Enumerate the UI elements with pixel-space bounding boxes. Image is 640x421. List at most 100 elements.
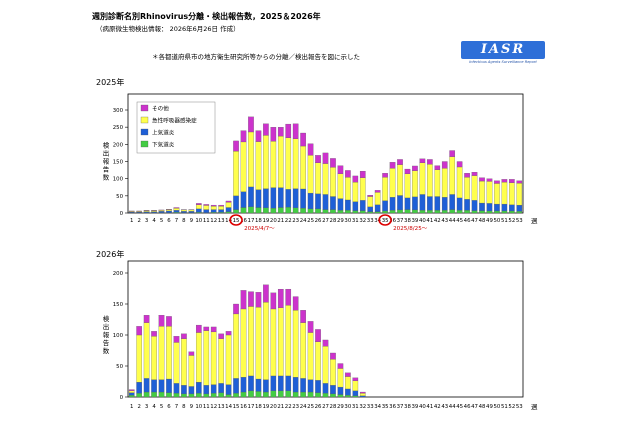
chart2-xtick-label: 35 — [382, 404, 389, 410]
chart1-bar-segment — [240, 141, 247, 192]
chart1-bar-segment — [359, 170, 366, 178]
chart1-xtick-label: 21 — [277, 218, 284, 224]
chart2-bar-segment — [255, 306, 262, 380]
chart1-bar-segment — [494, 203, 500, 212]
chart2-bar-segment — [181, 338, 187, 386]
chart1-legend-swatch — [140, 116, 149, 124]
chart1-bar-segment — [263, 188, 269, 208]
chart1-bar-segment — [195, 203, 202, 205]
chart2-bar-segment — [128, 389, 135, 391]
chart2-xtick-label: 12 — [210, 404, 217, 410]
chart1-bar-segment — [494, 180, 500, 184]
chart2-bar-segment — [181, 385, 187, 395]
chart1-bar-segment — [218, 206, 224, 210]
chart1-bar-segment — [501, 203, 508, 212]
chart2-ytick-label: 0 — [120, 395, 124, 401]
chart1-bar-segment — [412, 209, 418, 214]
chart1-xtick-label: 3 — [145, 218, 148, 224]
chart2-xtick-label: 39 — [412, 404, 419, 410]
chart1-bar-segment — [345, 177, 351, 201]
chart2-bar-segment — [330, 385, 336, 395]
chart2-xtick-label: 5 — [160, 404, 163, 410]
chart1-bar-segment — [382, 210, 388, 214]
chart2-bar-segment — [315, 380, 321, 393]
chart1-bar-segment — [404, 197, 411, 210]
chart1-xtick-label: 47 — [471, 218, 478, 224]
chart1-legend-label: 下気道炎 — [152, 141, 175, 149]
chart1-ytick-label: 300 — [113, 108, 124, 114]
chart2-bar-segment — [143, 315, 150, 323]
chart2-bar-segment — [322, 383, 329, 394]
chart1-xtick-label: 27 — [322, 218, 329, 224]
chart2-xtick-label: 18 — [255, 404, 262, 410]
chart2-bar-segment — [322, 393, 329, 398]
chart2-bar-segment — [218, 338, 224, 384]
chart1-bar-segment — [277, 127, 284, 137]
chart1-xtick-label: 18 — [255, 218, 262, 224]
chart2-xtick-label: 23 — [292, 404, 299, 410]
chart1-bar-segment — [255, 130, 262, 142]
chart1-xtick-label: 24 — [300, 218, 307, 224]
chart2-bar-segment — [195, 393, 202, 398]
chart2-bar-segment — [166, 326, 172, 380]
chart1-ytick-label: 250 — [113, 125, 124, 131]
chart2-xtick-label: 51 — [501, 404, 508, 410]
chart1-bar-segment — [367, 206, 374, 212]
chart2-xtick-label: 8 — [182, 404, 186, 410]
chart1-bar-segment — [195, 208, 202, 213]
chart2-bar-segment — [352, 380, 359, 391]
chart2-ylabel-char: 報 — [103, 331, 110, 339]
chart2-bar-segment — [240, 290, 247, 310]
chart1-bar-segment — [464, 210, 470, 214]
chart2-xtick-label: 41 — [426, 404, 433, 410]
chart1-bar-segment — [501, 181, 508, 205]
chart1-bar-segment — [300, 145, 306, 190]
chart1-xtick-label: 28 — [330, 218, 337, 224]
chart1-bar-segment — [434, 210, 441, 214]
chart2-bar-segment — [158, 326, 165, 380]
chart1-legend-label: その他 — [152, 105, 169, 113]
chart1-ylabel-char: 告 — [103, 165, 110, 174]
chart1-bar-segment — [151, 211, 157, 213]
chart1-bar-segment — [494, 183, 500, 205]
chart1-bar-segment — [479, 210, 485, 214]
chart2-bar-segment — [210, 393, 217, 398]
chart1-bar-segment — [389, 197, 396, 211]
chart2-xtick-label: 6 — [167, 404, 171, 410]
chart1-bar-segment — [300, 208, 306, 214]
chart1-bar-segment — [322, 194, 329, 210]
chart1-bar-segment — [173, 210, 180, 213]
chart2-bar-segment — [136, 334, 142, 383]
chart1-bar-segment — [352, 210, 359, 214]
chart1-bar-segment — [315, 208, 321, 214]
chart1-bar-segment — [359, 200, 366, 211]
chart2-bar-segment — [166, 378, 172, 393]
chart2-bar-segment — [225, 384, 232, 395]
chart1-xtick-label: 43 — [441, 218, 448, 224]
chart2-bar-segment — [233, 303, 239, 315]
chart1-xtick-label: 15 — [233, 218, 240, 224]
chart1-bar-segment — [419, 210, 426, 214]
chart2-bar-segment — [359, 391, 366, 394]
chart1-bar-segment — [359, 177, 366, 201]
chart1-bar-segment — [307, 208, 314, 214]
chart2-bar-segment — [188, 393, 195, 398]
chart1-bar-segment — [382, 177, 388, 201]
chart2-bar-segment — [225, 394, 232, 398]
chart1-bar-segment — [225, 202, 232, 208]
chart2-bar-segment — [285, 375, 292, 391]
chart2-bar-segment — [337, 368, 344, 388]
chart2-xtick-label: 11 — [203, 404, 210, 410]
chart2-xtick-label: 42 — [434, 404, 441, 410]
chart2-ylabel-char: 数 — [103, 346, 110, 355]
logo-text: IASR — [480, 42, 526, 57]
chart2-bar-segment — [322, 339, 329, 347]
chart1-bar-segment — [263, 123, 269, 136]
chart1-bar-segment — [389, 210, 396, 214]
chart2-ytick-label: 50 — [116, 364, 123, 370]
chart1-bar-segment — [412, 196, 418, 211]
chart1-bar-segment — [456, 197, 463, 211]
chart1-xtick-label: 29 — [337, 218, 344, 224]
chart2-bar-segment — [292, 391, 299, 398]
chart1-xtick-label: 22 — [285, 218, 292, 224]
